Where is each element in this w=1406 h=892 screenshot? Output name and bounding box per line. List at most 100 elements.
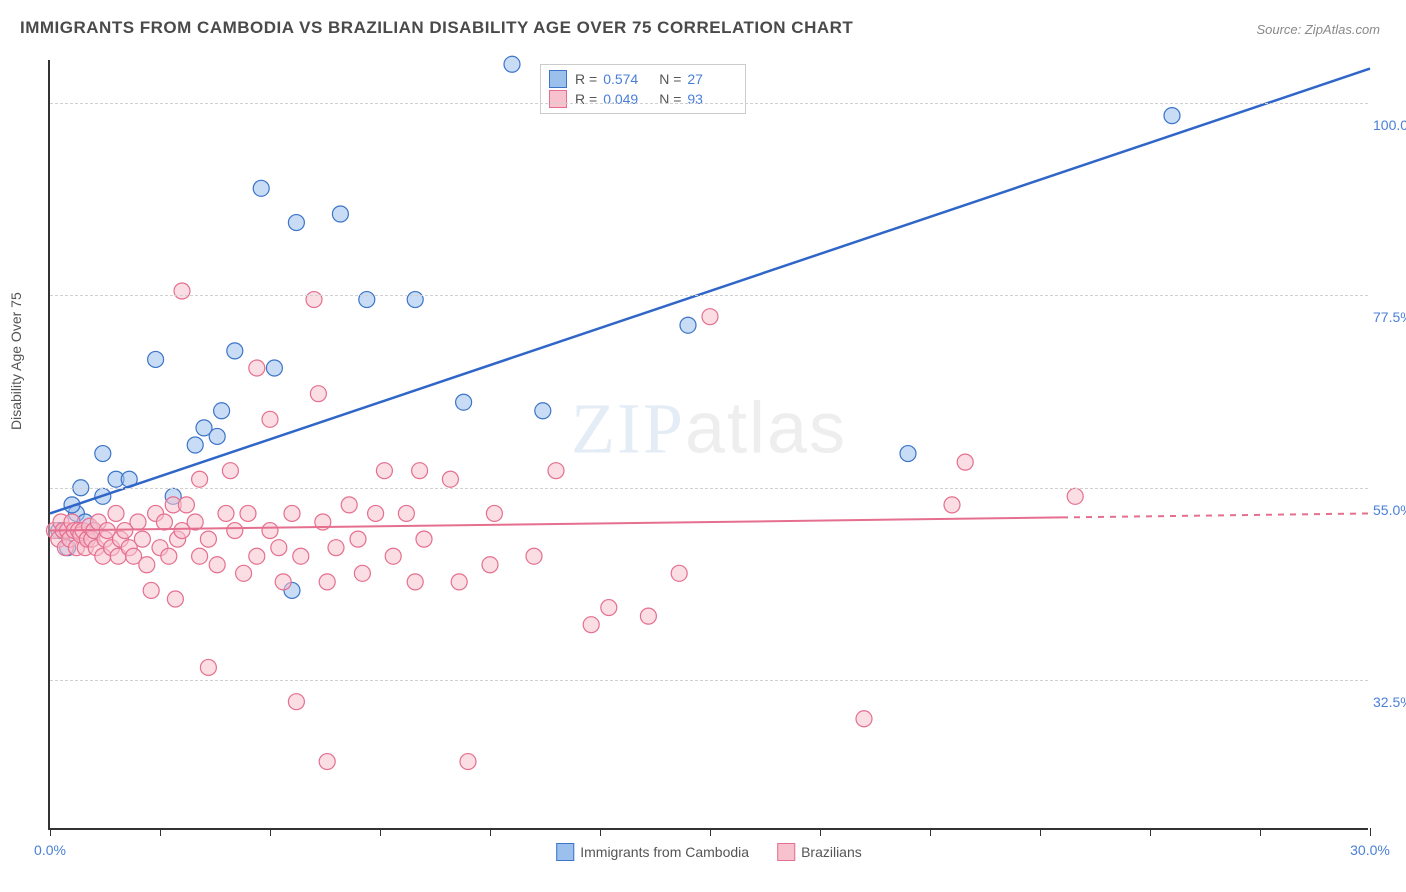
blue-point [535, 403, 551, 419]
pink-point [451, 574, 467, 590]
pink-point [174, 283, 190, 299]
blue-point [1164, 108, 1180, 124]
pink-point [130, 514, 146, 530]
gridline [50, 295, 1368, 296]
pink-point [482, 557, 498, 573]
pink-point [416, 531, 432, 547]
pink-point [218, 505, 234, 521]
blue-point [407, 292, 423, 308]
pink-point [192, 548, 208, 564]
pink-point [412, 463, 428, 479]
blue-point [214, 403, 230, 419]
pink-point [178, 497, 194, 513]
pink-point [161, 548, 177, 564]
pink-point [583, 617, 599, 633]
pink-point [108, 505, 124, 521]
y-axis-label: Disability Age Over 75 [8, 292, 24, 430]
blue-point [187, 437, 203, 453]
pink-point [249, 360, 265, 376]
blue-point [456, 394, 472, 410]
pink-point [548, 463, 564, 479]
blue-point [680, 317, 696, 333]
pink-point [1067, 488, 1083, 504]
pink-point [200, 531, 216, 547]
pink-point [139, 557, 155, 573]
pink-point [856, 711, 872, 727]
series-legend-label: Immigrants from Cambodia [580, 844, 749, 860]
pink-point [702, 309, 718, 325]
pink-point [134, 531, 150, 547]
pink-point [368, 505, 384, 521]
legend-swatch [777, 843, 795, 861]
x-tick [1150, 828, 1151, 836]
pink-point [376, 463, 392, 479]
x-tick [820, 828, 821, 836]
x-tick [50, 828, 51, 836]
blue-point [253, 180, 269, 196]
pink-point [167, 591, 183, 607]
pink-point [398, 505, 414, 521]
scatter-svg [50, 60, 1370, 830]
x-tick [930, 828, 931, 836]
y-tick-label: 55.0% [1373, 502, 1406, 518]
x-tick [600, 828, 601, 836]
pink-point [350, 531, 366, 547]
pink-point [328, 540, 344, 556]
series-legend-item: Brazilians [777, 843, 862, 861]
x-tick [160, 828, 161, 836]
x-tick [1260, 828, 1261, 836]
plot-area: ZIPatlas R =0.574N =27R =0.049N =93 Immi… [48, 60, 1368, 830]
pink-point [288, 694, 304, 710]
x-tick [710, 828, 711, 836]
pink-point [156, 514, 172, 530]
x-tick [490, 828, 491, 836]
blue-point [227, 343, 243, 359]
pink-point [187, 514, 203, 530]
gridline [50, 680, 1368, 681]
pink-point [957, 454, 973, 470]
x-tick-label: 0.0% [34, 842, 66, 858]
pink-point [671, 565, 687, 581]
pink-point [354, 565, 370, 581]
series-legend-label: Brazilians [801, 844, 862, 860]
pink-point [319, 574, 335, 590]
legend-swatch [556, 843, 574, 861]
blue-point [332, 206, 348, 222]
y-tick-label: 100.0% [1373, 117, 1406, 133]
pink-point [200, 659, 216, 675]
pink-point [222, 463, 238, 479]
x-tick [1040, 828, 1041, 836]
source-label: Source: ZipAtlas.com [1256, 22, 1380, 37]
blue-point [266, 360, 282, 376]
pink-point [275, 574, 291, 590]
blue-point [359, 292, 375, 308]
gridline [50, 103, 1368, 104]
blue-point [95, 446, 111, 462]
pink-point [227, 523, 243, 539]
pink-point [385, 548, 401, 564]
blue-point [900, 446, 916, 462]
pink-point [460, 754, 476, 770]
pink-point [306, 292, 322, 308]
series-legend: Immigrants from Cambodia Brazilians [556, 843, 862, 861]
pink-point [486, 505, 502, 521]
pink-regression-line-dashed [1062, 513, 1370, 517]
blue-point [209, 428, 225, 444]
pink-point [209, 557, 225, 573]
pink-point [240, 505, 256, 521]
pink-point [143, 582, 159, 598]
pink-point [271, 540, 287, 556]
pink-point [944, 497, 960, 513]
y-tick-label: 32.5% [1373, 694, 1406, 710]
pink-point [601, 600, 617, 616]
pink-point [526, 548, 542, 564]
blue-point [504, 56, 520, 72]
pink-point [442, 471, 458, 487]
pink-point [640, 608, 656, 624]
blue-point [148, 351, 164, 367]
pink-point [341, 497, 357, 513]
pink-point [284, 505, 300, 521]
pink-point [319, 754, 335, 770]
pink-point [249, 548, 265, 564]
blue-point [288, 215, 304, 231]
